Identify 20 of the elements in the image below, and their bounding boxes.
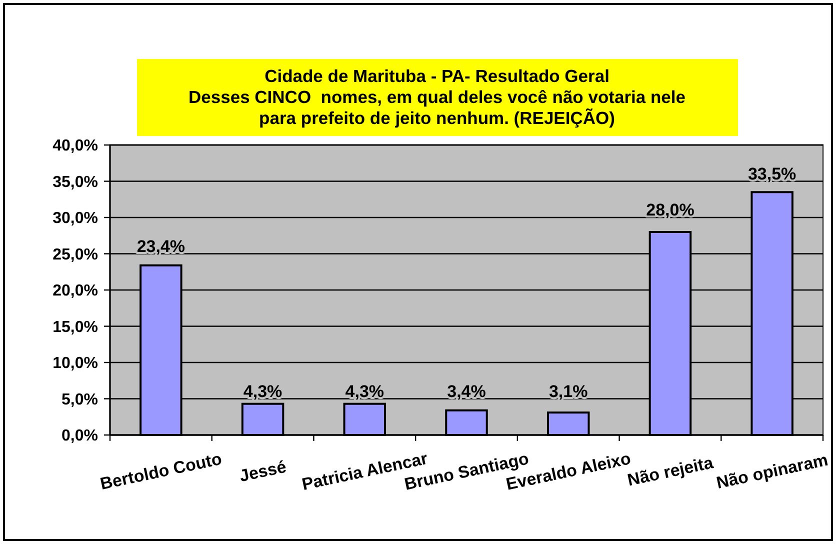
y-tick-label: 0,0% bbox=[62, 428, 98, 445]
y-tick-label: 25,0% bbox=[52, 246, 98, 264]
chart-title: Cidade de Marituba - PA- Resultado Geral Desses CINCO nomes, em qual deles você não votaria nele para prefeito de jeito nenhum. (REJEIÇÃO) bbox=[188, 66, 686, 128]
data-label: 23,4% bbox=[136, 236, 186, 256]
data-label: 4,3% bbox=[243, 382, 282, 401]
x-tick-label: Bertoldo Couto bbox=[98, 449, 224, 494]
data-label: 4,3% bbox=[345, 382, 384, 401]
y-tick-label: 35,0% bbox=[52, 174, 98, 191]
data-label: 3,4% bbox=[447, 382, 486, 401]
x-tick-label: Não opinaram bbox=[714, 450, 830, 493]
data-label: 33,5% bbox=[748, 164, 796, 184]
y-tick-label: 20,0% bbox=[52, 282, 98, 300]
x-tick-label: Jessé bbox=[238, 457, 288, 486]
y-tick-label: 15,0% bbox=[52, 318, 98, 336]
data-label: 3,1% bbox=[548, 382, 588, 401]
y-tick-label: 30,0% bbox=[52, 210, 98, 228]
data-label: 28,0% bbox=[646, 200, 694, 220]
y-tick-label: 40,0% bbox=[52, 138, 98, 155]
y-tick-label: 10,0% bbox=[52, 355, 98, 372]
y-tick-label: 5,0% bbox=[62, 391, 98, 408]
